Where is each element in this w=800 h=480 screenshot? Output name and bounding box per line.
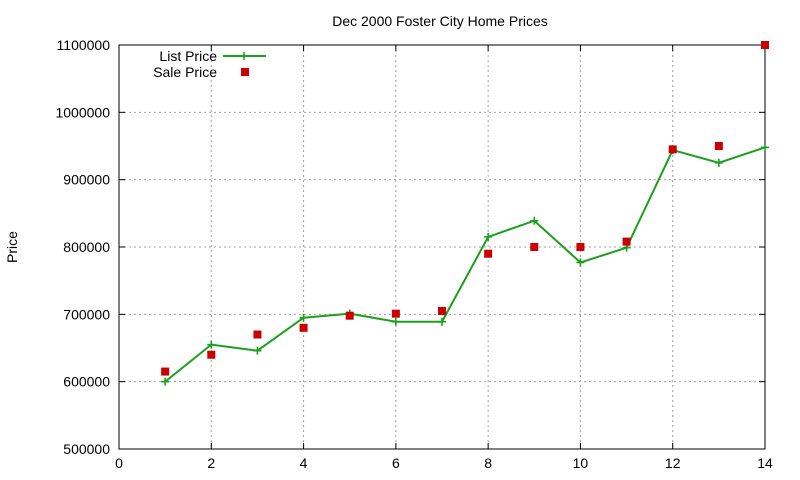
y-ticks: 500000 600000 700000 800000 900000 1000000 110… xyxy=(55,37,765,457)
series-line xyxy=(164,146,766,383)
x-tick-label: 10 xyxy=(573,455,589,471)
data-point xyxy=(530,216,539,225)
y-tick-label: 800000 xyxy=(63,239,110,255)
legend-label: List Price xyxy=(159,48,217,64)
data-point xyxy=(576,243,585,251)
legend-label: Sale Price xyxy=(153,64,217,80)
data-point xyxy=(345,311,354,320)
series-layer xyxy=(161,41,769,386)
data-point xyxy=(622,237,631,246)
y-tick-label: 700000 xyxy=(63,306,110,322)
data-point xyxy=(253,346,262,355)
data-point xyxy=(484,249,493,258)
data-point xyxy=(253,330,262,339)
y-tick-label: 900000 xyxy=(63,172,110,188)
data-point xyxy=(161,367,170,376)
x-tick-label: 0 xyxy=(115,455,123,471)
data-point xyxy=(714,142,723,150)
grid xyxy=(119,45,765,449)
y-tick-label: 500000 xyxy=(63,441,110,457)
data-point xyxy=(161,377,170,386)
data-point xyxy=(438,317,446,326)
x-ticks: 0 2 4 6 8 10 12 14 xyxy=(115,45,773,471)
y-axis-label: Price xyxy=(4,231,20,263)
x-tick-label: 4 xyxy=(300,455,308,471)
x-tick-label: 14 xyxy=(757,455,773,471)
series-sale-price xyxy=(161,41,769,376)
data-point xyxy=(299,313,308,322)
x-tick-label: 6 xyxy=(392,455,400,471)
y-tick-label: 600000 xyxy=(63,374,110,390)
data-point xyxy=(761,143,769,152)
data-point xyxy=(668,145,677,154)
data-point xyxy=(391,309,400,318)
x-tick-label: 2 xyxy=(207,455,215,471)
x-tick-label: 8 xyxy=(484,455,492,471)
data-point xyxy=(484,232,493,241)
data-point xyxy=(576,258,585,267)
data-point xyxy=(299,323,308,332)
data-point xyxy=(530,243,539,251)
data-point xyxy=(438,306,446,315)
legend-marker xyxy=(241,68,249,76)
data-point xyxy=(714,158,723,167)
chart-title: Dec 2000 Foster City Home Prices xyxy=(332,13,548,29)
data-point xyxy=(391,317,400,326)
data-point xyxy=(207,340,216,349)
data-point xyxy=(761,41,769,49)
legend-marker xyxy=(240,52,248,60)
data-point xyxy=(207,350,216,359)
x-tick-label: 12 xyxy=(665,455,681,471)
y-tick-label: 1100000 xyxy=(57,37,111,53)
y-tick-label: 1000000 xyxy=(55,104,110,120)
